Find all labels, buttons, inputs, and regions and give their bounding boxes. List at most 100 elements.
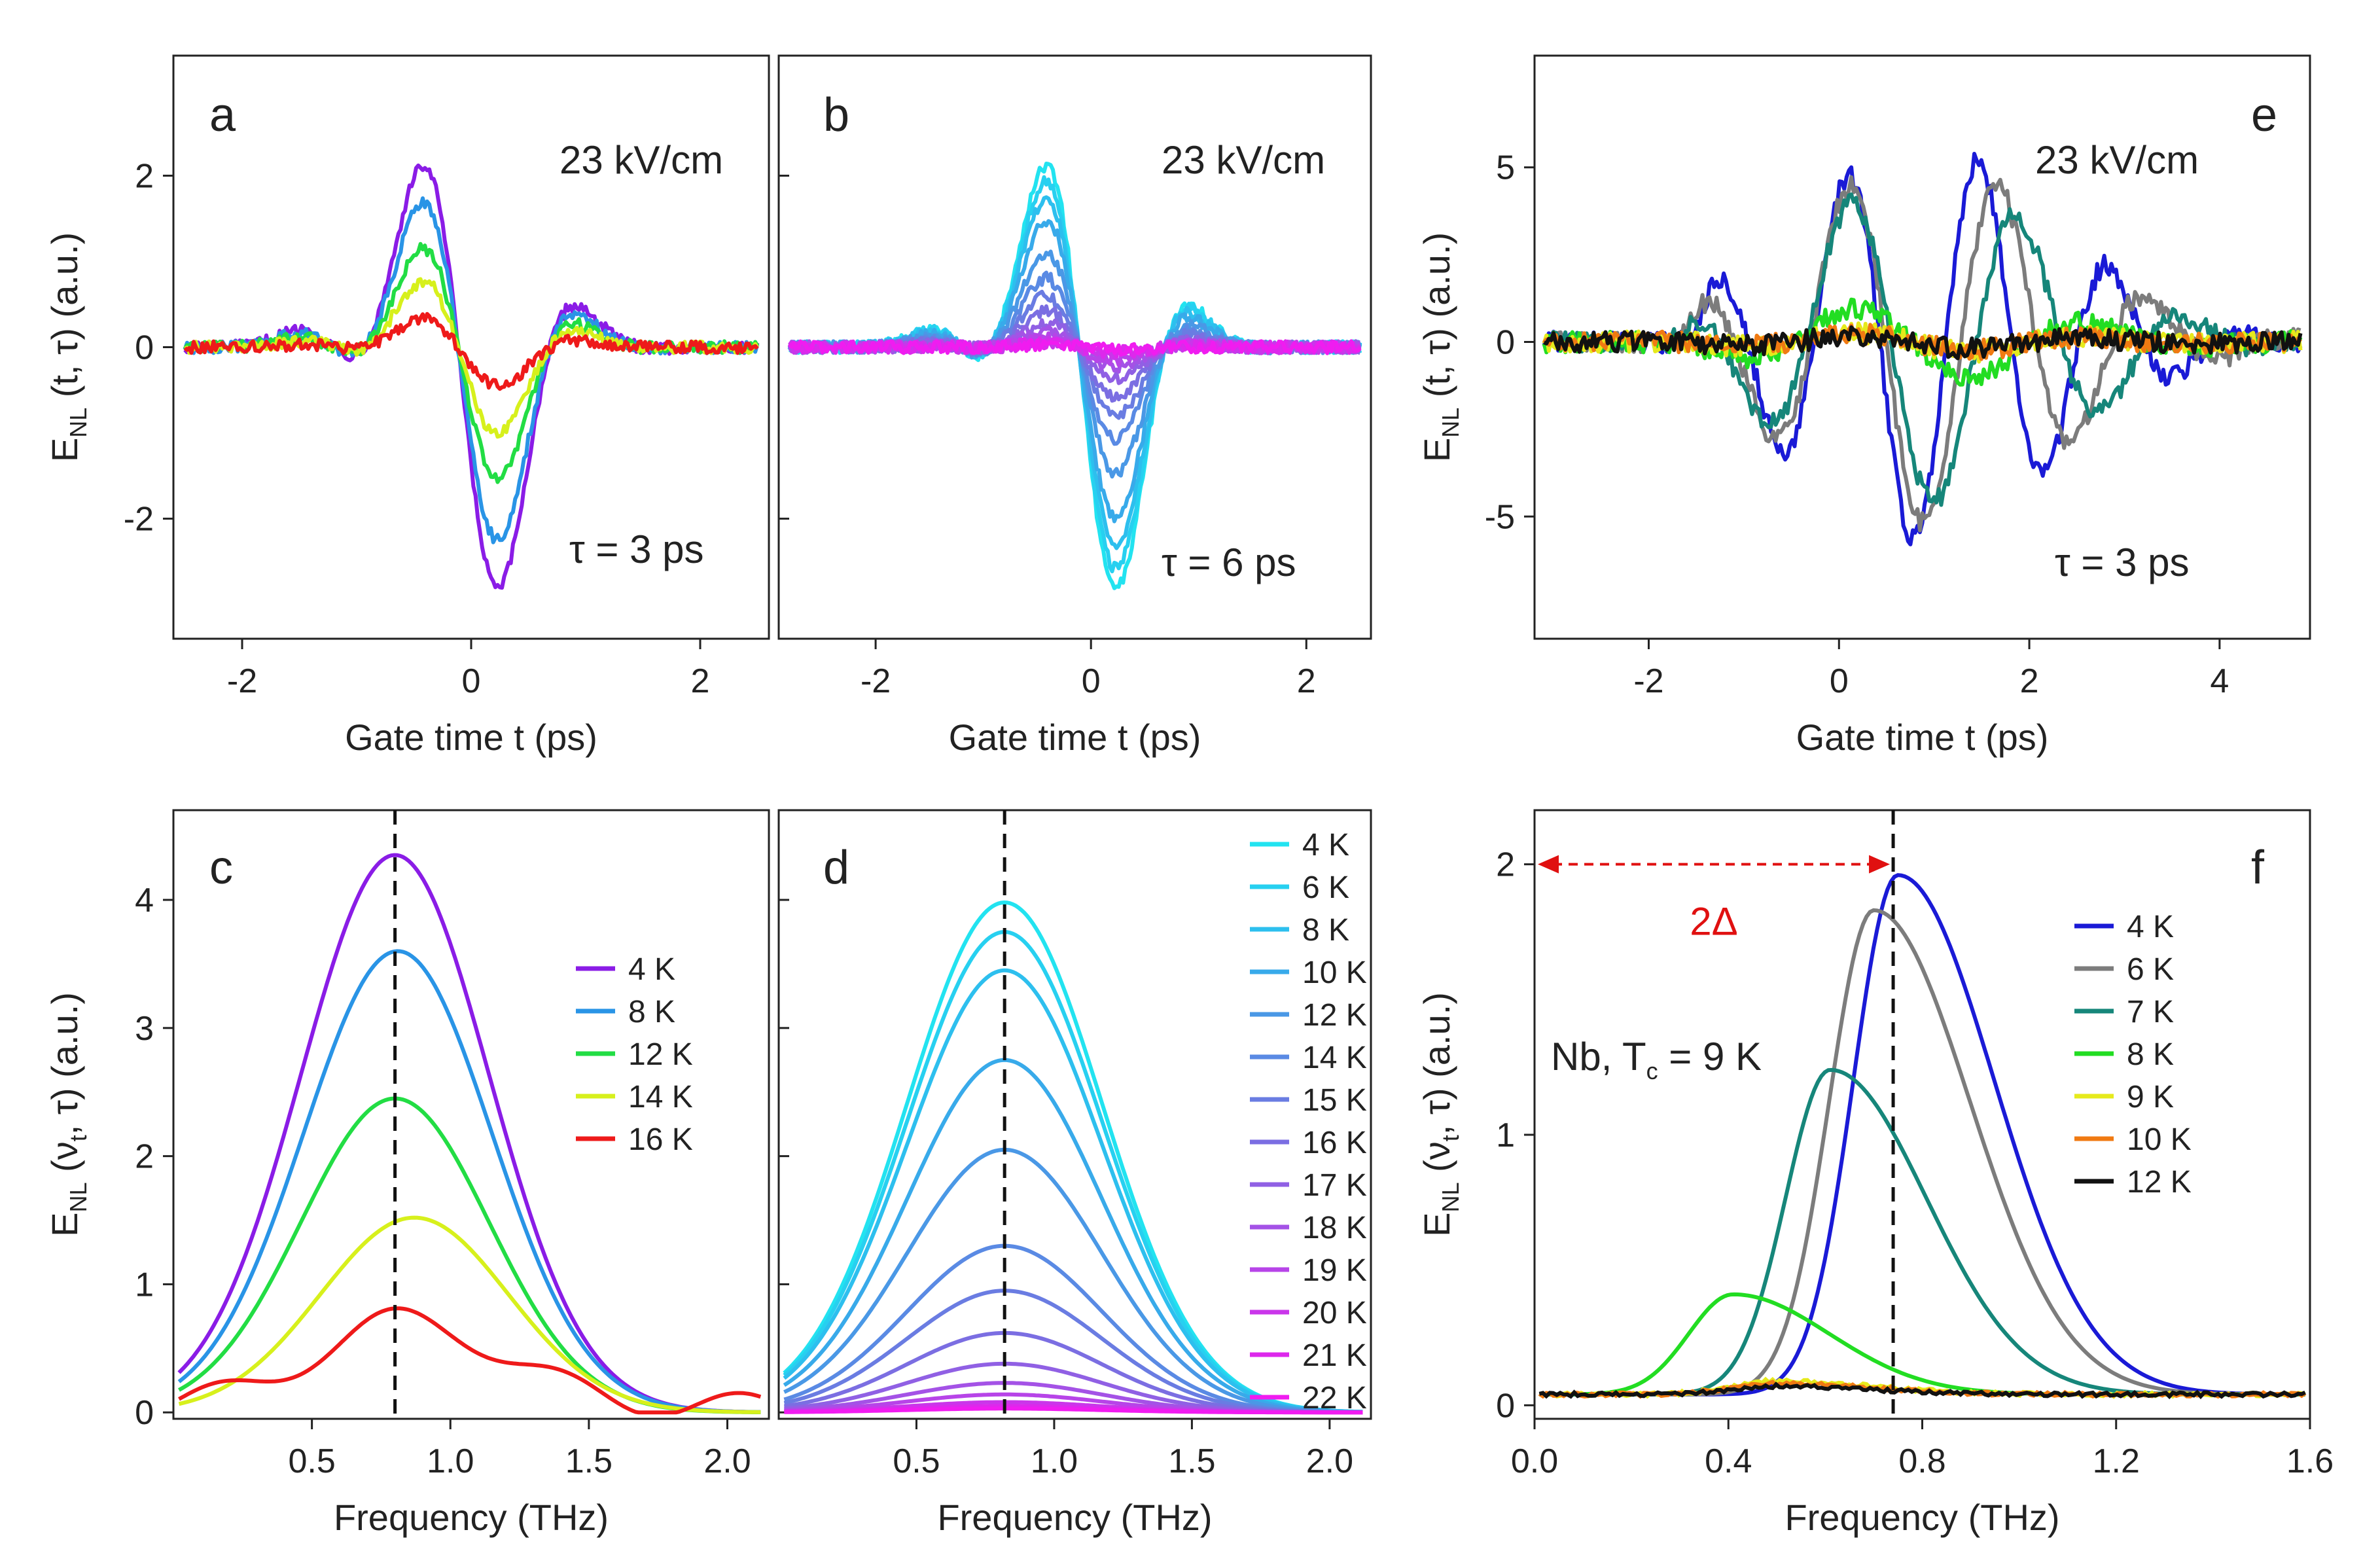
field-label: 23 kV/cm	[2035, 138, 2199, 182]
x-tick-label: 0	[1082, 662, 1101, 700]
y-tick-label: 0	[135, 1394, 154, 1432]
y-tick-label: 4	[135, 882, 154, 919]
tau-label: τ = 6 ps	[1162, 541, 1296, 584]
y-tick-label: 1	[1496, 1116, 1515, 1154]
legend-d-label: 8 K	[1302, 913, 1349, 948]
series-line-8K	[787, 195, 1362, 550]
legend-d-label: 17 K	[1302, 1168, 1367, 1203]
x-axis-label: Gate time t (ps)	[1796, 717, 2049, 758]
panel-e: -2 0 2 4 -5 0 5 Gate time t (ps) ENL (t, τ) (a.u…	[1416, 54, 2311, 758]
x-axis-label: Frequency (THz)	[334, 1497, 609, 1538]
legend-d-label: 21 K	[1302, 1338, 1367, 1373]
series-line-14K	[178, 1215, 761, 1414]
series-line-7K	[1539, 1067, 2305, 1397]
y-tick-label: 2	[135, 1138, 154, 1176]
series-line-8K	[177, 949, 761, 1414]
panel-b-frame	[777, 54, 1372, 640]
y-label-tail: , τ) (a.u.)	[44, 992, 85, 1135]
x-tick-label: 2.0	[703, 1442, 751, 1480]
legend-d-label: 15 K	[1302, 1083, 1367, 1118]
panel-c: 0.5 1.0 1.5 2.0 0 1 2 3 4 Frequency (THz) ENL (νt,…	[44, 809, 770, 1538]
panel-letter-b: b	[823, 89, 849, 141]
legend-d-label: 12 K	[1302, 998, 1367, 1033]
y-label-sub: NL	[1437, 1183, 1464, 1213]
series-line-10K	[783, 1058, 1363, 1414]
panel-letter-f: f	[2251, 842, 2265, 894]
legend-f-label: 8 K	[2127, 1037, 2174, 1072]
legend-d-label: 22 K	[1302, 1381, 1367, 1416]
panel-d: 0.5 1.0 1.5 2.0 Frequency (THz) d 4 K 6 K 8 K 10 …	[777, 809, 1372, 1538]
x-axis-label: Gate time t (ps)	[345, 717, 597, 758]
y-axis-label: ENL (t, τ) (a.u.)	[1416, 232, 1464, 462]
y-tick-label: 2	[1496, 846, 1515, 884]
series-line-16K	[178, 1306, 762, 1415]
panel-a: -2 0 2 -2 0 2 Gate time t (ps) ENL (t, τ) (a.u.…	[44, 54, 770, 758]
series-line-12K	[1538, 1382, 2306, 1400]
y-tick-label: 0	[135, 329, 154, 367]
y-tick-label: 0	[1496, 1387, 1515, 1425]
y-label-rest: (t, τ) (a.u.)	[1416, 232, 1457, 408]
panel-d-frame	[777, 809, 1372, 1420]
legend-c-label: 14 K	[628, 1080, 693, 1114]
field-label: 23 kV/cm	[559, 138, 723, 182]
legend-d-label: 18 K	[1302, 1211, 1367, 1245]
x-tick-label: 2	[2020, 662, 2039, 700]
y-tick-label: 3	[135, 1010, 154, 1048]
legend-f-label: 9 K	[2127, 1080, 2174, 1114]
x-tick-label: 2.0	[1306, 1442, 1353, 1480]
x-tick-label: 0.8	[1898, 1442, 1945, 1480]
legend-f-label: 4 K	[2127, 910, 2174, 944]
x-tick-label: 0.5	[288, 1442, 335, 1480]
legend-c-label: 4 K	[628, 952, 675, 987]
y-label-sub: NL	[65, 408, 92, 438]
y-label-tail: , τ) (a.u.)	[1416, 992, 1457, 1135]
y-label-sub-t: t	[65, 1135, 92, 1141]
x-axis-label: Frequency (THz)	[1785, 1497, 2059, 1538]
material-sub: c	[1646, 1058, 1658, 1084]
y-label-sub: NL	[1437, 408, 1464, 438]
legend-d-label: 19 K	[1302, 1253, 1367, 1288]
series-line-10K	[788, 219, 1362, 524]
legend-d-label: 6 K	[1302, 870, 1349, 905]
legend-d-label: 4 K	[1302, 828, 1349, 863]
legend-f-label: 12 K	[2127, 1165, 2192, 1200]
y-label-rest: (ν	[1416, 1141, 1457, 1182]
y-label-sub-t: t	[1437, 1135, 1464, 1141]
series-line-8K	[783, 968, 1363, 1414]
y-tick-label: -5	[1485, 498, 1515, 536]
x-tick-label: 0.0	[1511, 1442, 1558, 1480]
y-label-e: E	[44, 438, 85, 462]
y-label-e: E	[1416, 438, 1457, 462]
x-tick-label: 1.2	[2093, 1442, 2140, 1480]
panel-e-frame	[1533, 54, 2311, 640]
x-axis-label: Gate time t (ps)	[949, 717, 1201, 758]
panel-letter-d: d	[823, 842, 849, 894]
tau-label: τ = 3 ps	[2055, 541, 2190, 584]
y-tick-label: 1	[135, 1266, 154, 1304]
legend-d-label: 14 K	[1302, 1041, 1367, 1075]
material-prefix: Nb, T	[1551, 1035, 1646, 1079]
series-line-22K	[784, 1406, 1363, 1415]
x-tick-label: 4	[2210, 662, 2229, 700]
x-tick-label: 1.5	[1168, 1442, 1215, 1480]
panel-letter-e: e	[2251, 89, 2277, 141]
y-axis-label: ENL (νt, τ) (a.u.)	[1416, 992, 1464, 1237]
legend-d-label: 16 K	[1302, 1126, 1367, 1160]
series-line-8K	[1539, 1292, 2305, 1397]
series-line-6K	[783, 929, 1363, 1414]
x-tick-label: 2	[691, 662, 710, 700]
material-label: Nb, Tc = 9 K	[1551, 1035, 1762, 1084]
x-axis-label: Frequency (THz)	[937, 1497, 1212, 1538]
legend-d-label: 20 K	[1302, 1296, 1367, 1330]
legend-d-label: 10 K	[1302, 955, 1367, 990]
y-label-e: E	[44, 1213, 85, 1237]
legend-c-label: 12 K	[628, 1037, 693, 1072]
x-tick-label: 1.0	[427, 1442, 474, 1480]
panel-c-frame	[172, 809, 770, 1420]
x-tick-label: -2	[227, 662, 257, 700]
y-axis-label: ENL (t, τ) (a.u.)	[44, 232, 92, 462]
y-label-e: E	[1416, 1213, 1457, 1237]
field-label: 23 kV/cm	[1162, 138, 1325, 182]
series-line-4K	[788, 162, 1362, 590]
x-tick-label: 2	[1297, 662, 1316, 700]
